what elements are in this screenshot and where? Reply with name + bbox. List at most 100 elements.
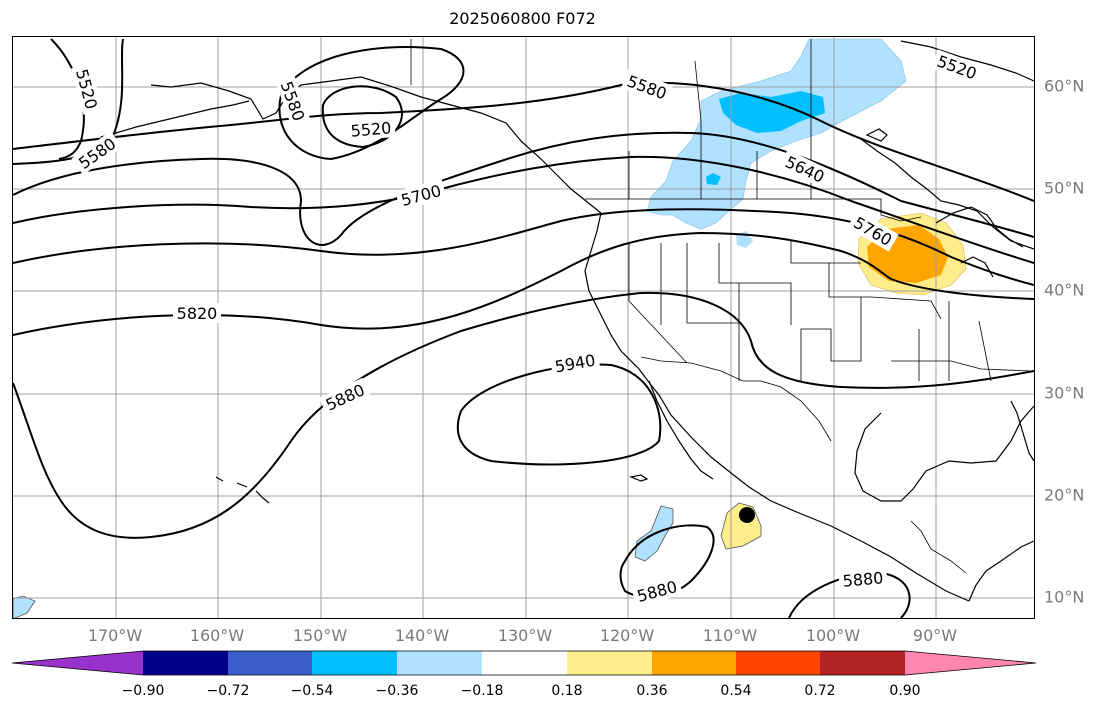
contour-label-background [275,75,311,127]
lon-tick-label: 100°W [805,626,861,645]
contour-label-background [395,179,447,211]
lon-tick-label: 150°W [292,626,348,645]
contour-label: 5580 [277,79,309,124]
contour-label-background [847,210,899,252]
storm-marker[interactable] [739,507,755,523]
border-canada-provinces [628,39,812,199]
island-hawaii [215,476,270,504]
colorbar-outline [12,650,1037,676]
map-canvas[interactable]: 5520558055205580552055805640576057005820… [13,37,1034,618]
contour-label-background [346,116,396,142]
contour-label: 5580 [624,72,669,104]
colorbar-segment [905,651,1036,675]
colorbar-tick-label: 0.36 [636,683,668,699]
coast-baja [648,380,714,480]
lat-tick-label: 40°N [1044,280,1085,300]
contour-label: 5520 [934,52,979,84]
coast-florida [1010,400,1034,462]
lon-tick-label: 110°W [702,626,758,645]
coast-alaska [150,76,602,214]
contour-5520-nw [50,38,85,160]
coast-great-lakes [935,206,1024,278]
colorbar-tick-label: 0.54 [720,683,752,699]
contour-label: 5880 [842,568,884,590]
contour-5820 [13,231,1034,336]
border-us-canada [585,198,922,222]
contour-5580-low [278,46,465,161]
border-states [628,241,1032,382]
colorbar-segment [820,651,905,675]
contour-5700 [13,155,1034,264]
colorbar-segment [312,651,397,675]
contour-label-background [549,348,601,378]
lat-tick-label: 30°N [1044,383,1085,403]
border-central-america [910,520,967,574]
colorbar-tick-label: −0.18 [460,683,504,699]
colorbar [12,650,1037,676]
lon-tick-label: 170°W [87,626,143,645]
colorbar-segment [397,651,482,675]
colorbar-segment [143,651,228,675]
shade-blue-small [706,173,721,185]
colorbar-tick-label: −0.90 [121,683,165,699]
lon-tick-label: 90°W [912,626,958,645]
contour-5580-main [13,81,1034,202]
height-contours [13,38,1034,618]
contour-label-background [931,49,983,85]
colorbar-tick-label: −0.72 [206,683,250,699]
map-panel[interactable]: 5520 5580 5520 5580 5520 5580 5640 5760 5700 5820… [12,36,1035,619]
lon-tick-label: 140°W [394,626,450,645]
lon-tick-label: 160°W [189,626,245,645]
colorbar-tick-label: 0.18 [551,683,583,699]
anomaly-shading [13,38,967,618]
colorbar-segment [652,651,736,675]
coast-aleutians [100,100,250,138]
coast-hudson [860,138,1034,250]
map-title: 2025060800 F072 [449,9,596,28]
colorbar-segment [567,651,652,675]
contour-label: 5880 [635,577,679,606]
colorbar-segment [12,651,143,675]
contour-5940 [456,363,662,466]
coast-canada-arctic [900,40,1034,82]
lon-tick-label: 120°W [599,626,655,645]
contour-label-background [71,131,123,175]
lat-tick-label: 50°N [1044,178,1085,198]
political-borders [410,39,1032,574]
contour-label: 5880 [323,380,368,414]
shade-light-blue-north [646,38,907,230]
contour-label: 5940 [553,351,596,377]
colorbar-tick-label: 0.90 [889,683,921,699]
contour-label: 5700 [399,181,443,210]
colorbar-segment [736,651,820,675]
island-hudson-small [865,128,888,142]
lat-tick-label: 60°N [1044,76,1085,96]
coastlines [100,40,1034,602]
lat-tick-label: 10°N [1044,587,1085,607]
contour-label-background [71,63,103,115]
contour-label-background [631,575,683,607]
contour-label: 5520 [72,67,101,111]
contour-5520-low [321,85,403,149]
colorbar-segment [482,651,567,675]
shade-blue-north [719,91,825,133]
graticule [13,37,1034,618]
colorbar-tick-label: −0.54 [290,683,334,699]
contour-label: 5520 [350,118,392,140]
contour-5880-south [619,524,715,598]
lon-tick-label: 130°W [497,626,553,645]
shade-light-blue-corner [13,595,36,618]
contour-label-background [838,566,888,592]
contour-5760 [13,208,1034,286]
colorbar-tick-label: −0.36 [375,683,419,699]
contour-label: 5820 [177,304,218,323]
contour-label-background [621,69,673,105]
contour-5880-main [13,291,1034,539]
contour-label-background [779,149,831,189]
coast-west-us [584,212,970,602]
coast-gulf [854,405,1034,602]
lat-tick-label: 20°N [1044,485,1085,505]
contour-label-background [173,303,221,323]
contour-label-background [319,377,371,417]
colorbar-segment [228,651,312,675]
